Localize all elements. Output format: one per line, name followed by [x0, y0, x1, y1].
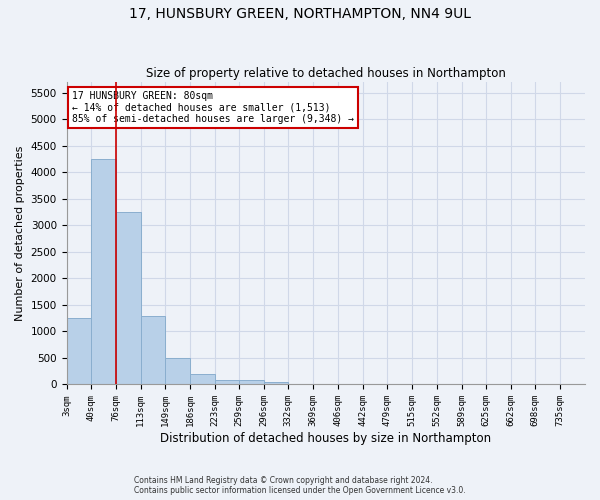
Bar — [67, 318, 91, 384]
Bar — [239, 380, 264, 384]
Text: 17 HUNSBURY GREEN: 80sqm
← 14% of detached houses are smaller (1,513)
85% of sem: 17 HUNSBURY GREEN: 80sqm ← 14% of detach… — [72, 91, 354, 124]
Text: Contains HM Land Registry data © Crown copyright and database right 2024.
Contai: Contains HM Land Registry data © Crown c… — [134, 476, 466, 495]
Bar — [264, 382, 289, 384]
Bar — [91, 159, 116, 384]
X-axis label: Distribution of detached houses by size in Northampton: Distribution of detached houses by size … — [160, 432, 491, 445]
Y-axis label: Number of detached properties: Number of detached properties — [15, 146, 25, 321]
Bar — [190, 374, 215, 384]
Title: Size of property relative to detached houses in Northampton: Size of property relative to detached ho… — [146, 66, 506, 80]
Bar — [215, 380, 239, 384]
Bar — [165, 358, 190, 384]
Bar — [116, 212, 140, 384]
Bar — [140, 316, 165, 384]
Text: 17, HUNSBURY GREEN, NORTHAMPTON, NN4 9UL: 17, HUNSBURY GREEN, NORTHAMPTON, NN4 9UL — [129, 8, 471, 22]
